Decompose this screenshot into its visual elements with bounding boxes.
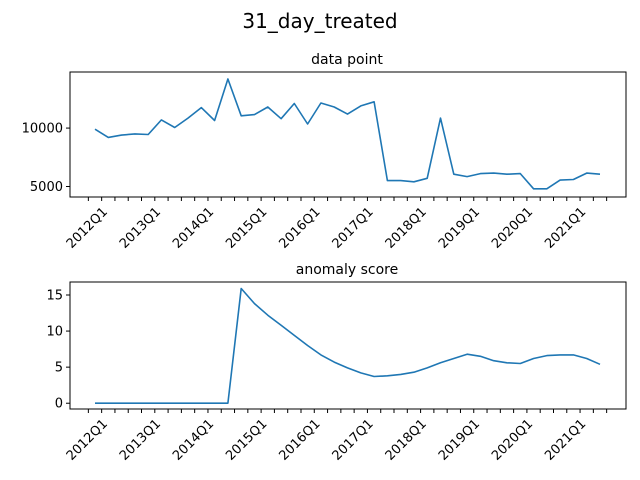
data-point-x-tick-label: 2019Q1 [436, 205, 483, 252]
anomaly-score-frame [69, 281, 627, 410]
figure-title: 31_day_treated [242, 9, 397, 33]
anomaly-score-x-tick-label: 2018Q1 [383, 417, 430, 464]
anomaly-score-y-tick-label: 15 [46, 288, 63, 303]
anomaly-score-y-tick-label: 0 [55, 397, 63, 412]
anomaly-score-x-tick-label: 2012Q1 [64, 417, 111, 464]
anomaly-score-x-tick-label: 2020Q1 [489, 417, 536, 464]
data-point-line [94, 78, 601, 190]
data-point-y-tick-label: 10000 [22, 122, 63, 137]
anomaly-score-x-axis: 2012Q1 2013Q1 2014Q1 2015Q1 2016Q1 2017Q1 2018… [64, 409, 608, 464]
anomaly-score-series [95, 287, 601, 405]
anomaly-score-x-tick-label: 2014Q1 [170, 417, 217, 464]
data-point-x-tick-label: 2016Q1 [276, 205, 323, 252]
anomaly-score-x-tick-label: 2013Q1 [117, 417, 164, 464]
data-point-x-tick-label: 2014Q1 [170, 205, 217, 252]
anomaly-score-title: anomaly score [296, 262, 398, 278]
anomaly-score-line [95, 287, 601, 405]
anomaly-score-y-axis: 0 5 10 15 [46, 288, 70, 412]
anomaly-score-y-tick-label: 5 [55, 361, 63, 376]
data-point-frame [69, 71, 627, 198]
data-point-x-tick-label: 2013Q1 [117, 205, 164, 252]
data-point-x-tick-label: 2012Q1 [64, 205, 111, 252]
anomaly-score-x-tick-label: 2015Q1 [223, 417, 270, 464]
data-point-x-axis: 2012Q1 2013Q1 2014Q1 2015Q1 2016Q1 2017Q1 2018… [64, 197, 608, 252]
data-point-x-tick-label: 2015Q1 [223, 205, 270, 252]
anomaly-score-x-tick-label: 2017Q1 [330, 417, 377, 464]
data-point-y-axis: 5000 10000 [22, 122, 70, 195]
anomaly-score-x-tick-label: 2016Q1 [276, 417, 323, 464]
anomaly-score-y-tick-label: 10 [46, 325, 63, 340]
anomaly-score-x-tick-label: 2021Q1 [542, 417, 589, 464]
data-point-x-tick-label: 2021Q1 [542, 205, 589, 252]
data-point-y-tick-label: 5000 [30, 180, 63, 195]
data-point-x-tick-label: 2017Q1 [330, 205, 377, 252]
data-point-title: data point [311, 52, 383, 68]
data-point-series [94, 78, 601, 190]
data-point-x-tick-label: 2018Q1 [383, 205, 430, 252]
anomaly-score-x-tick-label: 2019Q1 [436, 417, 483, 464]
data-point-x-tick-label: 2020Q1 [489, 205, 536, 252]
